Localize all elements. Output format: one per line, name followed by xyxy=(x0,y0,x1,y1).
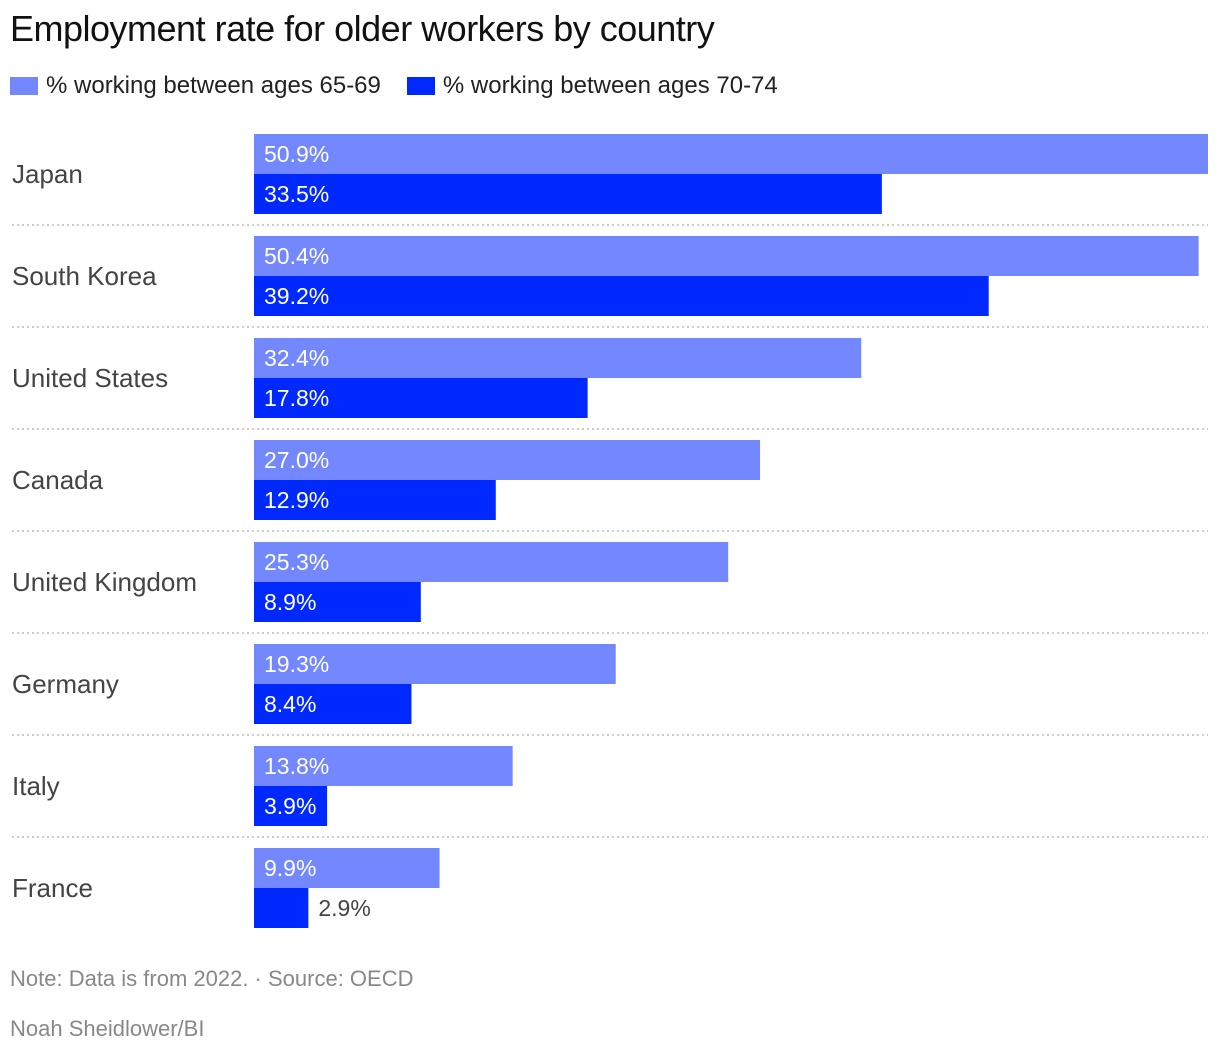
data-label: 2.9% xyxy=(318,895,370,921)
bar xyxy=(254,174,882,214)
category-label: Japan xyxy=(12,159,83,189)
data-label: 13.8% xyxy=(264,753,329,779)
data-label: 25.3% xyxy=(264,549,329,575)
category-label: Canada xyxy=(12,465,104,495)
chart-title: Employment rate for older workers by cou… xyxy=(10,8,715,49)
category-label: Italy xyxy=(12,771,60,801)
legend-label: % working between ages 65-69 xyxy=(46,72,381,99)
bar xyxy=(254,848,440,888)
data-label: 17.8% xyxy=(264,385,329,411)
bar xyxy=(254,746,513,786)
bar xyxy=(254,378,588,418)
data-label: 32.4% xyxy=(264,345,329,371)
data-label: 50.9% xyxy=(264,141,329,167)
bar xyxy=(254,236,1199,276)
bar-chart: Japan 50.9% 33.5% South Korea 50.4% 39.2% Unit… xyxy=(12,134,1208,928)
bar xyxy=(254,480,496,520)
bar xyxy=(254,276,989,316)
legend-swatch xyxy=(10,77,38,95)
legend: % working between ages 65-69 % working b… xyxy=(10,72,778,100)
data-label: 12.9% xyxy=(264,487,329,513)
legend-item-70-74: % working between ages 70-74 xyxy=(406,72,778,100)
bar xyxy=(254,786,328,826)
bar xyxy=(254,684,412,724)
bar xyxy=(254,582,421,622)
category-label: France xyxy=(12,873,93,903)
bar xyxy=(254,888,309,928)
footer-note: Note: Data is from 2022. · Source: OECD xyxy=(10,966,414,991)
data-label: 39.2% xyxy=(264,283,329,309)
data-label: 9.9% xyxy=(264,855,316,881)
bar xyxy=(254,440,761,480)
data-label: 3.9% xyxy=(264,793,316,819)
category-label: Germany xyxy=(12,669,119,699)
data-label: 8.4% xyxy=(264,691,316,717)
bar xyxy=(254,338,862,378)
data-label: 19.3% xyxy=(264,651,329,677)
bar xyxy=(254,542,729,582)
bar xyxy=(254,134,1208,174)
legend-swatch xyxy=(406,77,435,95)
data-label: 33.5% xyxy=(264,181,329,207)
footer-credit: Noah Sheidlower/BI xyxy=(10,1016,205,1041)
data-label: 27.0% xyxy=(264,447,329,473)
data-label: 50.4% xyxy=(264,243,329,269)
category-label: South Korea xyxy=(12,261,157,291)
category-label: United Kingdom xyxy=(12,567,197,597)
legend-label: % working between ages 70-74 xyxy=(442,72,778,99)
legend-item-65-69: % working between ages 65-69 xyxy=(10,72,381,100)
data-label: 8.9% xyxy=(264,589,316,615)
bar xyxy=(254,644,616,684)
category-label: United States xyxy=(12,363,168,393)
